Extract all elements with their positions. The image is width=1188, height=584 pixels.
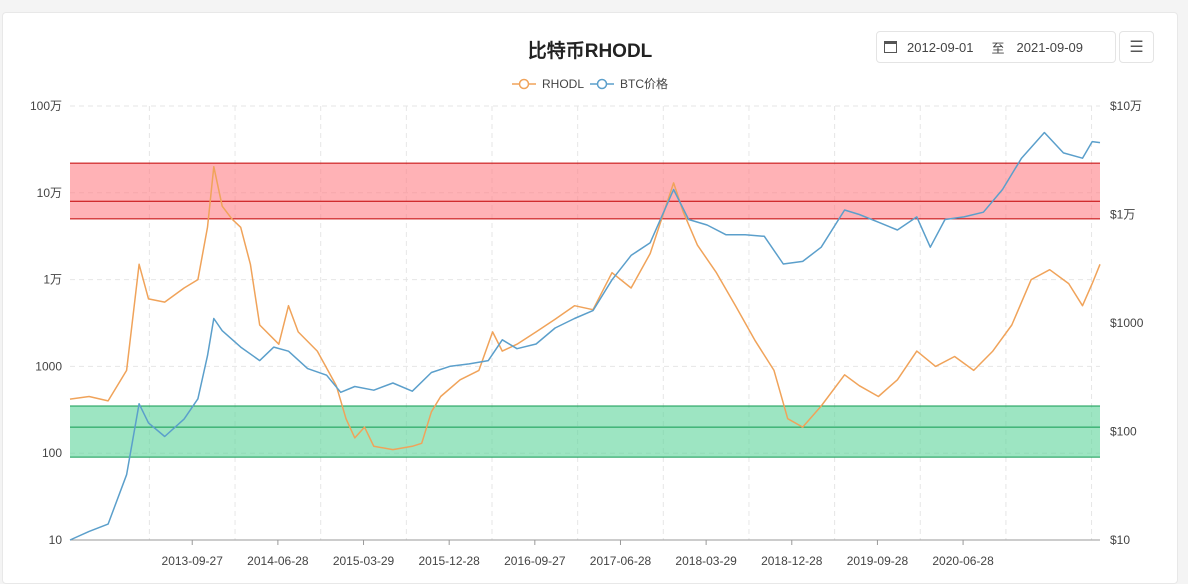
red-band (70, 163, 1100, 219)
legend-label[interactable]: RHODL (542, 77, 584, 91)
y-right-tick-label: $100 (1110, 425, 1137, 439)
y-left-tick-label: 1万 (43, 273, 62, 287)
hamburger-menu-icon[interactable]: ☰ (1119, 31, 1154, 63)
legend-marker (518, 78, 530, 90)
x-tick-label: 2018-12-28 (761, 554, 823, 568)
x-tick-label: 2018-03-29 (675, 554, 737, 568)
range-start[interactable]: 2012-09-01 (907, 39, 974, 55)
x-tick-label: 2020-06-28 (932, 554, 994, 568)
calendar-icon (884, 41, 897, 53)
x-tick-label: 2014-06-28 (247, 554, 309, 568)
range-end[interactable]: 2021-09-09 (1016, 39, 1084, 55)
y-left-tick-label: 1000 (35, 359, 62, 373)
x-tick-label: 2016-09-27 (504, 554, 566, 568)
y-left-tick-label: 100万 (30, 99, 62, 113)
legend-label[interactable]: BTC价格 (620, 76, 668, 91)
y-left-tick-label: 100 (42, 446, 62, 460)
y-left-tick-label: 10 (49, 533, 63, 547)
green-band (70, 405, 1100, 458)
x-tick-label: 2019-09-28 (847, 554, 909, 568)
chart-title: 比特币RHODL (527, 41, 653, 62)
x-tick-label: 2017-06-28 (590, 554, 652, 568)
y-left-tick-label: 10万 (37, 186, 62, 200)
legend-marker (596, 78, 608, 90)
date-range-picker[interactable]: 2012-09-01 至 2021-09-09 (876, 31, 1116, 63)
chart-card (2, 12, 1178, 584)
y-right-tick-label: $10万 (1110, 99, 1142, 113)
btc-price-line (69, 131, 1101, 541)
x-tick-label: 2015-03-29 (333, 554, 395, 568)
rhodl-line (69, 165, 1101, 451)
x-tick-label: 2013-09-27 (162, 554, 224, 568)
y-right-tick-label: $1万 (1110, 208, 1135, 222)
y-right-tick-label: $10 (1110, 533, 1130, 547)
x-tick-label: 2015-12-28 (418, 554, 480, 568)
y-right-tick-label: $1000 (1110, 316, 1144, 330)
range-separator: 至 (991, 40, 1005, 56)
